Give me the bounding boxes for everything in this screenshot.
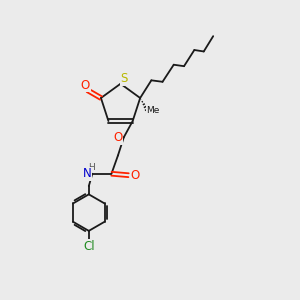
Text: N: N (83, 167, 92, 180)
Text: S: S (120, 72, 128, 85)
Text: O: O (113, 131, 123, 144)
Text: O: O (130, 169, 140, 182)
Text: O: O (81, 79, 90, 92)
Text: Cl: Cl (83, 240, 94, 253)
Text: Me: Me (147, 106, 160, 115)
Text: H: H (88, 163, 95, 172)
